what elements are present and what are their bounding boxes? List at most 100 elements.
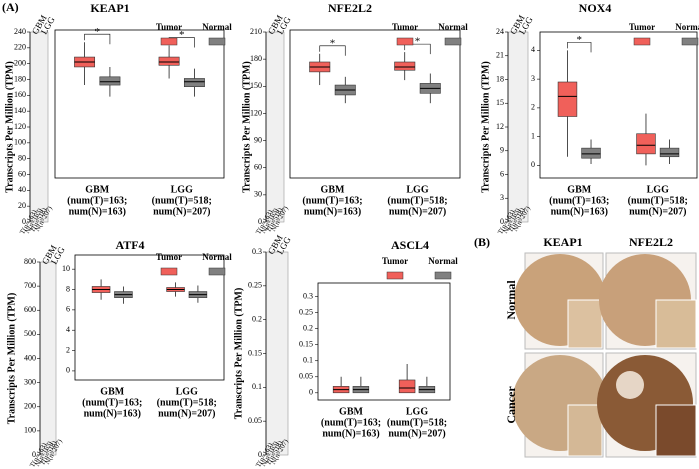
ihc-column-label: KEAP1 (543, 235, 582, 249)
y-tick-label: 150 (250, 81, 262, 90)
y-axis-label: Transcripts Per Million (TPM) (4, 61, 15, 193)
x-tick-label: GBM (85, 184, 109, 195)
y-tick-label: 6 (500, 169, 504, 178)
y-tick-label: 500 (24, 329, 36, 338)
y-tick-label: 120 (14, 122, 26, 131)
y-tick-label: 40 (18, 185, 26, 194)
y2-tick-label: 1 (531, 131, 535, 140)
y-tick-label: 30 (254, 190, 262, 199)
x-tick-label: num(N)=163) (304, 206, 361, 217)
ihc-row-label: Normal (504, 280, 518, 320)
strip (507, 31, 529, 223)
x-tick-label: num(N)=207) (388, 428, 445, 439)
y-tick-label: 0 (32, 450, 36, 459)
x-tick-label: LGG (171, 184, 193, 195)
box (659, 147, 680, 158)
box (394, 61, 416, 71)
y-tick-label: 0.05 (248, 416, 262, 425)
x-tick-label: (num(T)=163; (321, 417, 381, 428)
chart-title: ATF4 (115, 238, 144, 252)
x-tick-label: (num(T)=518; (387, 195, 447, 206)
panel-label: (B) (474, 235, 490, 249)
y-tick-label: 60 (254, 163, 262, 172)
x-tick-label: LGG (406, 406, 428, 417)
y2-tick-label: 0.2 (303, 324, 313, 333)
legend-label: Tumor (392, 22, 418, 32)
x-tick-label: num(N)=207) (153, 206, 210, 217)
sig-bracket (567, 42, 592, 53)
plot-frame (539, 31, 698, 179)
x-tick-label: num(N)=163) (69, 206, 126, 217)
y-tick-label: 180 (250, 54, 262, 63)
legend-label: Normal (675, 22, 699, 32)
x-tick-label: (num(T)=163; (82, 397, 142, 408)
y2-tick-label: 8 (66, 284, 70, 293)
y2-tick-label: 0.15 (299, 340, 313, 349)
legend-label: Tumor (156, 252, 182, 262)
box (183, 78, 205, 88)
y-tick-label: 140 (14, 106, 26, 115)
legend-swatch (396, 37, 414, 46)
y-tick-label: 21 (496, 51, 504, 60)
y2-tick-label: 3 (531, 74, 535, 83)
x-tick-label: (num(T)=518; (157, 397, 217, 408)
x-tick-label: (num(T)=163; (549, 195, 609, 206)
y-axis-label: Transcripts Per Million (TPM) (6, 293, 17, 425)
y2-tick-label: 0.3 (303, 291, 313, 300)
y-tick-label: 15 (496, 98, 504, 107)
legend-swatch (208, 37, 226, 46)
y-tick-label: 100 (24, 426, 36, 435)
chart-title: NFE2L2 (328, 1, 372, 15)
chart-title: ASCL4 (391, 238, 429, 252)
y-tick-label: 0 (258, 217, 262, 226)
y-tick-label: 0 (258, 450, 262, 459)
x-tick-label: num(N)=207) (629, 206, 686, 217)
legend-swatch (444, 37, 462, 46)
y-tick-label: 700 (24, 281, 36, 290)
y-tick-label: 220 (14, 43, 26, 52)
x-tick-label: LGG (647, 184, 669, 195)
y2-tick-label: 10 (62, 264, 70, 273)
x-tick-label: (num(T)=163; (302, 195, 362, 206)
legend-label: Normal (202, 22, 232, 32)
y2-tick-label: 0.1 (303, 356, 313, 365)
legend-label: Normal (202, 252, 232, 262)
y-tick-label: 60 (18, 169, 26, 178)
y-tick-label: 20 (18, 201, 26, 210)
box (158, 56, 180, 66)
x-tick-label: LGG (406, 184, 428, 195)
x-tick-label: num(N)=163) (84, 408, 141, 419)
y-tick-label: 9 (500, 146, 504, 155)
ihc-images (512, 252, 697, 458)
legend-swatch (434, 271, 452, 280)
y2-tick-label: 4 (66, 325, 70, 334)
y-axis-label: Transcripts Per Million (TPM) (480, 61, 491, 193)
y-tick-label: 0.25 (248, 281, 262, 290)
x-tick-label: (num(T)=163; (67, 195, 127, 206)
y-tick-label: 200 (24, 402, 36, 411)
y-tick-label: 200 (14, 58, 26, 67)
ihc-column-label: NFE2L2 (629, 235, 673, 249)
legend-label: Tumor (382, 256, 408, 266)
legend-swatch (633, 37, 651, 46)
y-tick-label: 160 (14, 90, 26, 99)
sig-marker: * (179, 29, 185, 41)
x-tick-label: num(N)=163) (551, 206, 608, 217)
y-tick-label: 18 (496, 74, 504, 83)
x-tick-label: LGG (176, 386, 198, 397)
y2-tick-label: 0 (66, 366, 70, 375)
legend-label: Normal (438, 22, 468, 32)
y2-tick-label: 2 (66, 345, 70, 354)
x-tick-label: (num(T)=518; (387, 417, 447, 428)
x-tick-label: num(N)=207) (389, 206, 446, 217)
legend-swatch (160, 267, 178, 276)
y-tick-label: 400 (24, 353, 36, 362)
x-tick-label: GBM (321, 184, 345, 195)
y2-tick-label: 2 (531, 103, 535, 112)
chart-title: KEAP1 (90, 1, 129, 15)
sig-bracket (84, 33, 111, 45)
x-tick-label: num(N)=207) (158, 408, 215, 419)
y2-tick-label: 6 (66, 305, 70, 314)
y-tick-label: 80 (18, 153, 26, 162)
